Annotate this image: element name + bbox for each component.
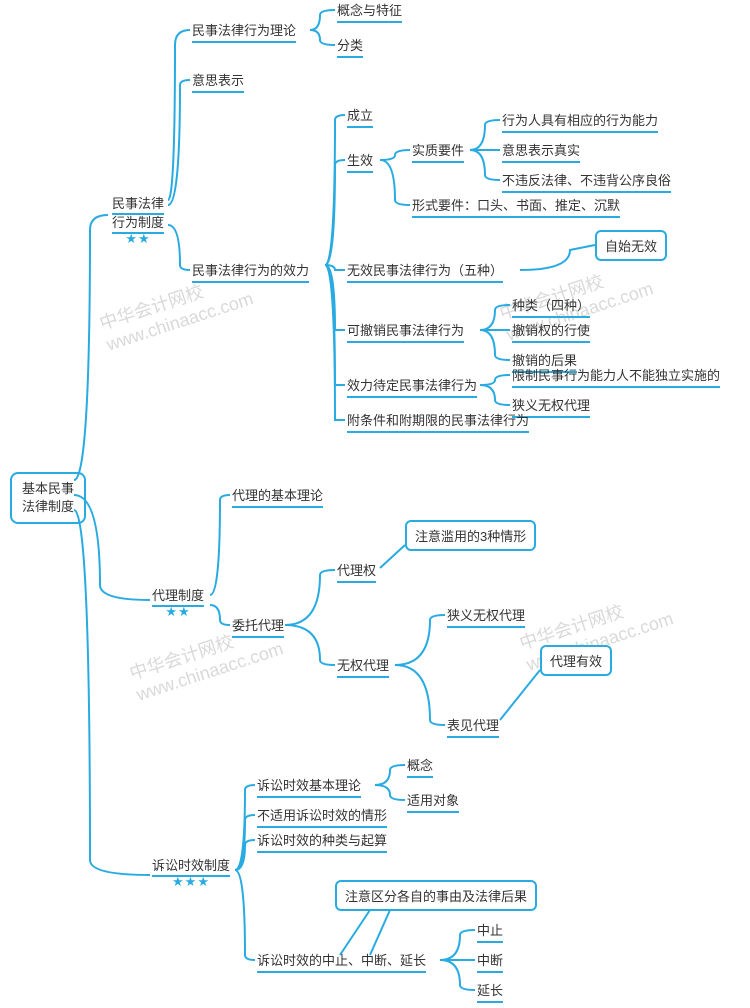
- node: 效力待定民事法律行为: [347, 375, 477, 398]
- node: 不违反法律、不违背公序良俗: [502, 170, 671, 193]
- node: 概念: [407, 755, 433, 778]
- node: 代理权: [337, 560, 376, 583]
- node: 中止: [477, 920, 503, 943]
- node: 附条件和附期限的民事法律行为: [347, 410, 529, 433]
- connector-layer: [0, 0, 750, 1008]
- node: 诉讼时效的种类与起算: [257, 830, 387, 853]
- branch-agency: 代理制度 ★★: [152, 585, 204, 620]
- root-node: 基本民事法律制度: [10, 472, 86, 524]
- node: 形式要件：口头、书面、推定、沉默: [412, 195, 620, 218]
- node: 委托代理: [232, 615, 284, 638]
- node: 适用对象: [407, 790, 459, 813]
- node: 限制民事行为能力人不能独立实施的: [512, 365, 720, 388]
- node: 意思表示: [192, 70, 244, 93]
- callout: 注意区分各自的事由及法律后果: [335, 880, 537, 911]
- node: 代理的基本理论: [232, 485, 323, 508]
- node: 延长: [477, 980, 503, 1003]
- node: 实质要件: [412, 140, 464, 163]
- node: 民事法律行为的效力: [192, 260, 309, 283]
- node: 分类: [337, 35, 363, 58]
- node: 概念与特征: [337, 0, 402, 23]
- callout: 自始无效: [595, 230, 667, 261]
- callout: 注意滥用的3种情形: [405, 520, 536, 551]
- node: 撤销权的行使: [512, 320, 590, 343]
- node: 表见代理: [447, 715, 499, 738]
- callout: 代理有效: [540, 645, 612, 676]
- star-rating: ★★: [165, 604, 190, 619]
- node: 狭义无权代理: [447, 605, 525, 628]
- node: 中断: [477, 950, 503, 973]
- node: 诉讼时效基本理论: [257, 775, 361, 798]
- node: 成立: [347, 105, 373, 128]
- node: 无权代理: [337, 655, 389, 678]
- node: 意思表示真实: [502, 140, 580, 163]
- node: 不适用诉讼时效的情形: [257, 805, 387, 828]
- node: 生效: [347, 150, 373, 173]
- star-rating: ★★★: [172, 874, 210, 889]
- node: 行为人具有相应的行为能力: [502, 110, 658, 133]
- node: 诉讼时效的中止、中断、延长: [257, 950, 426, 973]
- star-rating: ★★: [125, 231, 150, 246]
- branch-civil-legal-act: 民事法律 行为制度 ★★: [112, 193, 164, 247]
- node: 民事法律行为理论: [192, 20, 296, 43]
- node: 无效民事法律行为（五种）: [347, 260, 503, 283]
- branch-limitation: 诉讼时效制度 ★★★: [152, 855, 230, 890]
- node: 可撤销民事法律行为: [347, 320, 464, 343]
- node: 种类（四种）: [512, 295, 590, 318]
